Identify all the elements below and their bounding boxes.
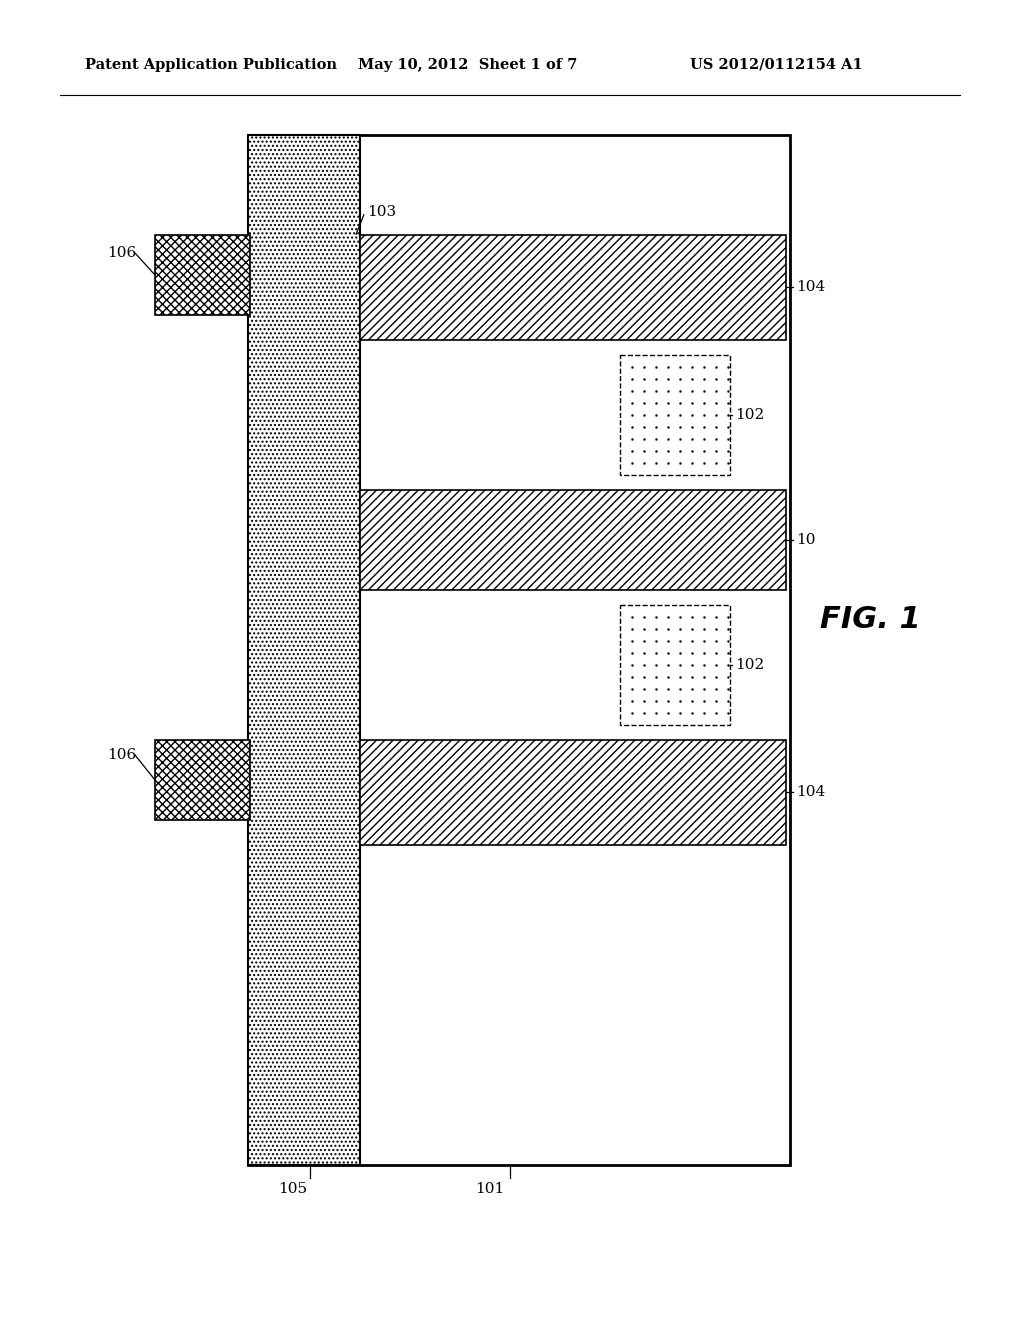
Bar bbox=[360, 235, 786, 341]
Bar bbox=[620, 355, 730, 475]
Bar bbox=[360, 741, 786, 845]
Text: 104: 104 bbox=[796, 785, 825, 799]
Text: Patent Application Publication: Patent Application Publication bbox=[85, 58, 337, 73]
Text: 101: 101 bbox=[475, 1181, 505, 1196]
Text: 103: 103 bbox=[367, 205, 396, 219]
Bar bbox=[248, 135, 360, 1166]
Bar bbox=[360, 490, 786, 590]
Text: 106: 106 bbox=[106, 246, 136, 260]
Bar bbox=[155, 741, 250, 820]
Text: FIG. 1: FIG. 1 bbox=[820, 606, 921, 635]
Text: May 10, 2012  Sheet 1 of 7: May 10, 2012 Sheet 1 of 7 bbox=[358, 58, 578, 73]
Text: 102: 102 bbox=[735, 408, 764, 422]
Text: 105: 105 bbox=[279, 1181, 307, 1196]
Text: 106: 106 bbox=[106, 748, 136, 762]
Bar bbox=[248, 135, 790, 1166]
Bar bbox=[620, 605, 730, 725]
Text: 10: 10 bbox=[796, 533, 815, 546]
Text: 104: 104 bbox=[796, 280, 825, 294]
Bar bbox=[155, 235, 250, 315]
Text: US 2012/0112154 A1: US 2012/0112154 A1 bbox=[690, 58, 863, 73]
Text: 102: 102 bbox=[735, 657, 764, 672]
